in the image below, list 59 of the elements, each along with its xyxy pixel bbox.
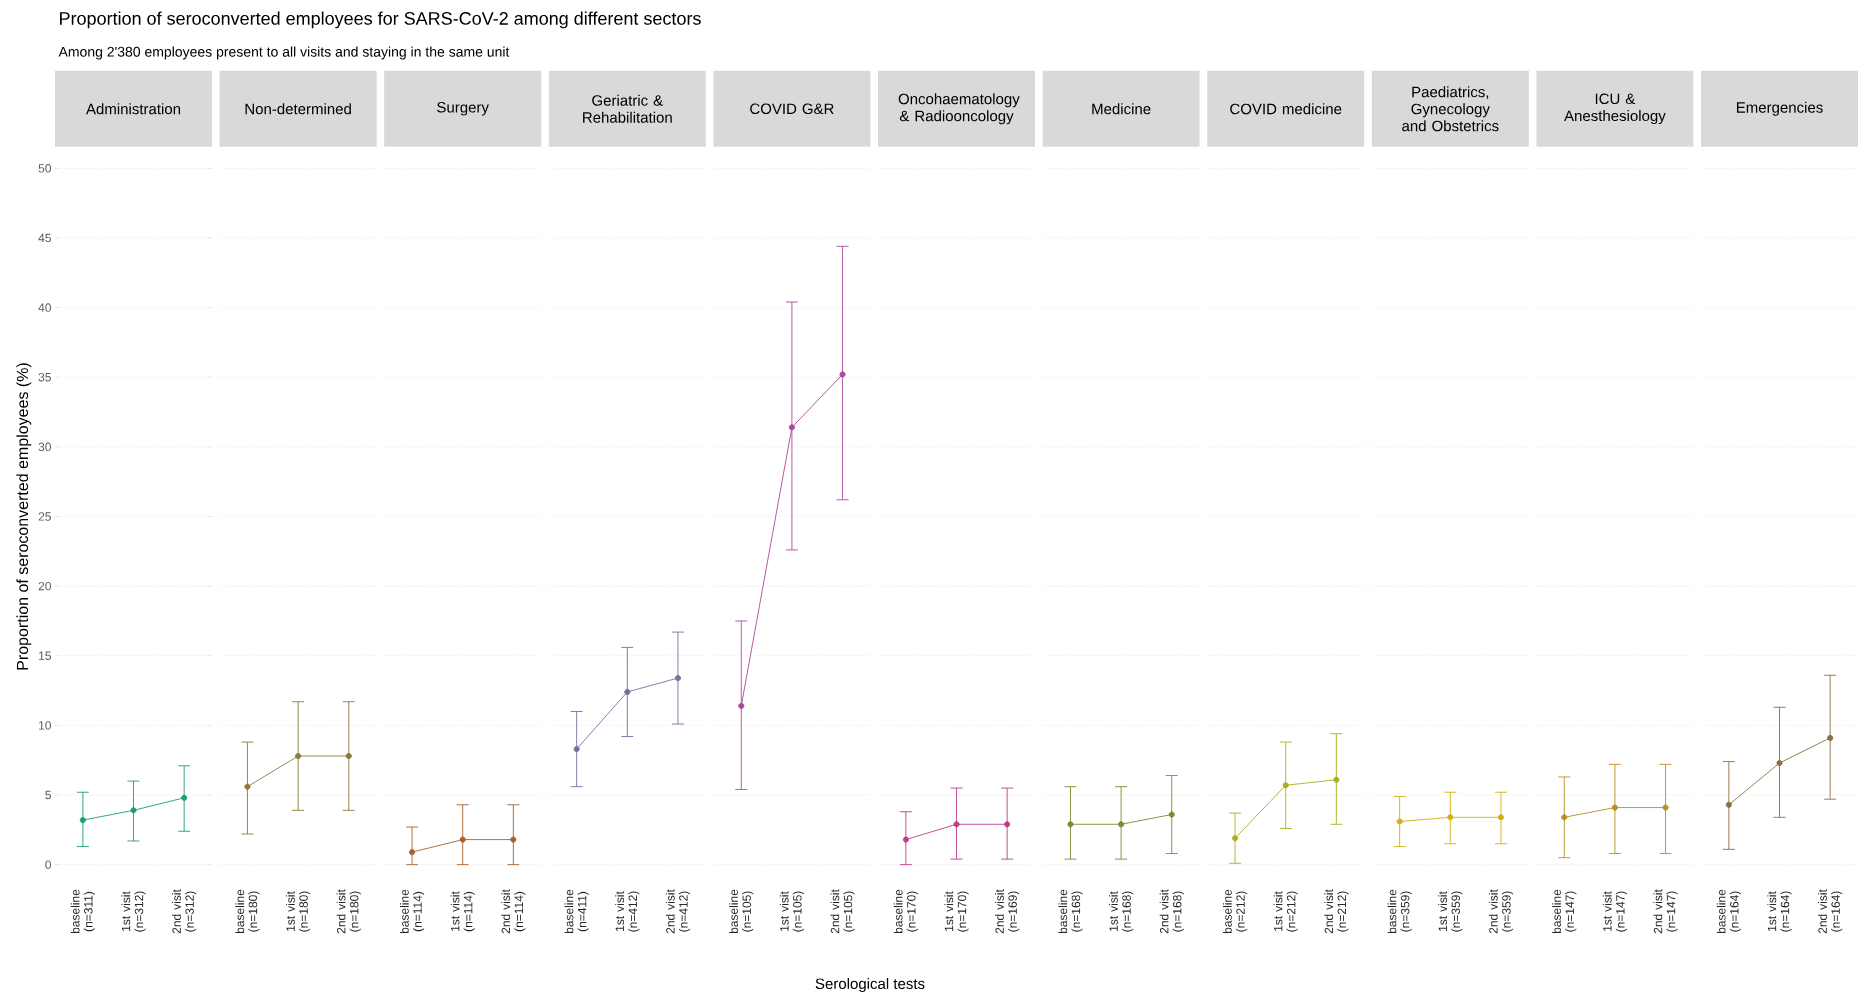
y-tick-label: 50 bbox=[38, 164, 52, 173]
x-tick-label: 2nd visit (n=412) bbox=[665, 889, 691, 934]
y-tick-label: 45 bbox=[38, 233, 51, 243]
x-tick-label: 2nd visit (n=359) bbox=[1488, 889, 1514, 934]
text: Proportion of seroconverted employees for SARS-CoV-2 among different sectors bbox=[60, 11, 701, 29]
chart-title: Medicine bbox=[1092, 103, 1151, 115]
chart-title: Emergencies bbox=[1736, 101, 1823, 116]
x-tick-label: 1st visit (n=412) bbox=[615, 891, 640, 932]
x-tick-label: 2nd visit (n=169) bbox=[995, 889, 1020, 934]
x-tick-label: 2nd visit (n=114) bbox=[501, 889, 526, 934]
x-tick-label: baseline (n=180) bbox=[235, 889, 260, 934]
x-tick-label: 1st visit (n=164) bbox=[1767, 891, 1792, 932]
y-axis-title: Proportion of seroconverted employees (%) bbox=[16, 363, 32, 670]
chart-title: Oncohaematology & Radiooncology bbox=[898, 93, 1020, 125]
x-tick-label: 1st visit (n=312) bbox=[121, 891, 146, 932]
chart-title: COVID medicine bbox=[1230, 103, 1342, 115]
x-tick-label: baseline (n=359) bbox=[1387, 889, 1412, 934]
x-tick-label: 1st visit (n=114) bbox=[450, 891, 475, 932]
y-tick-label: 20 bbox=[38, 581, 52, 591]
y-tick-label: 0 bbox=[45, 860, 52, 869]
x-tick-label: baseline (n=164) bbox=[1716, 889, 1741, 934]
chart-title: Surgery bbox=[437, 101, 489, 116]
y-tick-label: 30 bbox=[38, 442, 52, 452]
x-tick-label: 1st visit (n=180) bbox=[286, 891, 311, 932]
chart-title: COVID G&R bbox=[750, 103, 834, 115]
x-tick-label: 1st visit (n=212) bbox=[1273, 891, 1298, 932]
x-tick-label: 1st visit (n=168) bbox=[1109, 891, 1134, 932]
y-tick-label: 40 bbox=[38, 303, 52, 312]
x-tick-label: 1st visit (n=170) bbox=[944, 891, 969, 932]
text: Among 2'380 employees present to all visits and staying in the same unit bbox=[58, 46, 510, 60]
x-tick-label: 2nd visit (n=312) bbox=[172, 889, 197, 934]
chart-title: Geriatric & Rehabilitation bbox=[583, 94, 672, 123]
x-tick-label: baseline (n=147) bbox=[1552, 889, 1577, 934]
x-tick-label: 1st visit (n=147) bbox=[1602, 891, 1627, 932]
x-tick-label: baseline (n=105) bbox=[729, 889, 754, 934]
y-tick-label: 35 bbox=[38, 372, 51, 382]
y-tick-label: 15 bbox=[39, 651, 51, 660]
text: Serological tests bbox=[815, 977, 925, 992]
y-tick-label: 10 bbox=[39, 721, 52, 730]
x-tick-label: 2nd visit (n=105) bbox=[830, 889, 855, 934]
chart-title: Administration bbox=[86, 103, 181, 115]
x-tick-label: baseline (n=114) bbox=[399, 889, 425, 934]
x-tick-label: baseline (n=170) bbox=[893, 889, 918, 934]
x-tick-label: 1st visit (n=105) bbox=[779, 891, 804, 932]
y-tick-label: 5 bbox=[45, 790, 51, 800]
x-tick-label: baseline (n=212) bbox=[1222, 889, 1248, 934]
x-tick-label: 2nd visit (n=180) bbox=[336, 889, 361, 934]
x-tick-label: baseline (n=311) bbox=[70, 889, 95, 934]
chart-title: Paediatrics, Gynecology and Obstetrics bbox=[1402, 86, 1499, 132]
chart-title: ICU & Anesthesiology bbox=[1564, 93, 1666, 125]
x-tick-label: 2nd visit (n=164) bbox=[1818, 889, 1843, 934]
x-tick-label: baseline (n=168) bbox=[1058, 889, 1083, 934]
chart-title: Non-determined bbox=[245, 103, 351, 115]
x-tick-label: baseline (n=411) bbox=[564, 889, 589, 934]
x-tick-label: 1st visit (n=359) bbox=[1438, 891, 1463, 932]
x-tick-label: 2nd visit (n=147) bbox=[1653, 889, 1678, 934]
y-tick-label: 25 bbox=[38, 512, 51, 521]
x-tick-label: 2nd visit (n=212) bbox=[1324, 889, 1349, 934]
x-tick-label: 2nd visit (n=168) bbox=[1159, 889, 1184, 934]
